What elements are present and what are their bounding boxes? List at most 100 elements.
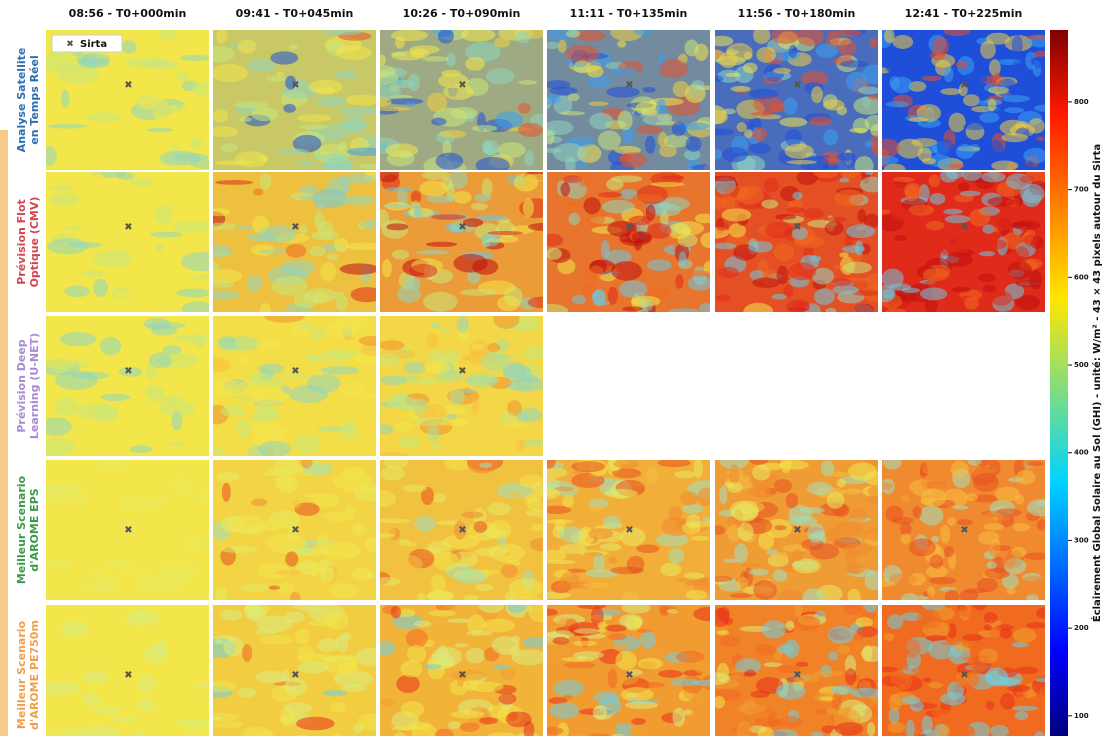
panel-blob	[299, 195, 339, 201]
panel-blob	[392, 250, 409, 260]
panel-blob	[55, 398, 78, 417]
panel-blob	[297, 661, 328, 673]
row-label: en Temps Réel	[28, 55, 41, 145]
panel-blob	[977, 578, 998, 592]
sirta-marker: ✖	[291, 366, 299, 377]
panel-blob	[1020, 226, 1028, 232]
panel-blob	[628, 726, 651, 734]
panel-blob	[345, 95, 380, 106]
panel-blob	[236, 419, 251, 439]
panel-blob	[730, 669, 744, 678]
panel-blob	[190, 137, 202, 149]
panel-blob	[290, 592, 301, 606]
panel-blob	[816, 44, 838, 58]
panel-blob	[241, 583, 268, 592]
panel-blob	[631, 194, 663, 202]
panel-blob	[426, 591, 453, 601]
panel-blob	[475, 547, 509, 556]
panel-blob	[514, 174, 538, 192]
panel-blob	[221, 143, 238, 152]
panel-blob	[968, 457, 982, 466]
panel-blob	[341, 421, 359, 440]
panel-blob	[270, 51, 298, 64]
panel-blob	[460, 289, 496, 296]
panel-blob	[523, 532, 541, 540]
panel-blob	[618, 111, 633, 131]
panel-blob	[242, 644, 252, 662]
panel-blob	[792, 192, 802, 200]
panel-blob	[928, 682, 943, 688]
panel-blob	[833, 30, 863, 37]
panel-blob	[284, 611, 305, 622]
colorbar-tick-label: 100	[1074, 712, 1089, 720]
sirta-marker: ✖	[960, 80, 968, 91]
panel-blob	[423, 292, 458, 312]
panel-blob	[909, 538, 936, 556]
panel-blob	[439, 130, 466, 138]
panel-blob	[901, 593, 919, 605]
panel-blob	[116, 351, 146, 364]
panel-blob	[749, 456, 768, 465]
panel-blob	[487, 343, 500, 353]
panel-blob	[749, 241, 773, 253]
panel-blob	[223, 637, 244, 656]
panel-blob	[566, 45, 599, 63]
panel-blob	[608, 557, 617, 564]
panel-blob	[493, 664, 509, 670]
panel-blob	[978, 531, 1000, 544]
panel-blob	[740, 563, 761, 568]
panel-blob	[546, 248, 562, 260]
panel-blob	[608, 669, 618, 689]
panel-blob	[776, 683, 806, 700]
panel-blob	[86, 175, 109, 190]
panel-blob	[884, 28, 895, 43]
panel-blob	[1024, 234, 1038, 246]
panel-blob	[753, 580, 777, 600]
sirta-marker: ✖	[124, 222, 132, 233]
panel-blob	[522, 637, 548, 648]
panel-blob	[634, 682, 665, 688]
panel-blob	[511, 649, 547, 665]
panel-blob	[49, 186, 75, 191]
panel-blob	[868, 95, 881, 100]
panel-blob	[963, 94, 980, 106]
panel-blob	[309, 246, 326, 256]
panel-blob	[198, 490, 208, 503]
panel-blob	[589, 113, 613, 130]
panel-blob	[544, 80, 570, 89]
panel-blob	[657, 459, 690, 467]
panel-blob	[214, 716, 223, 720]
panel-blob	[434, 552, 459, 571]
panel-blob	[176, 72, 189, 81]
panel-blob	[518, 80, 537, 84]
panel-blob	[785, 144, 814, 159]
panel-blob	[172, 252, 182, 266]
panel-blob	[450, 670, 487, 681]
panel-blob	[75, 403, 118, 419]
panel-blob	[569, 213, 581, 226]
panel-blob	[971, 467, 996, 485]
panel-blob	[960, 41, 979, 50]
panel-blob	[622, 307, 643, 312]
heatmap-panel	[874, 167, 1051, 316]
panel-blob	[92, 250, 132, 268]
panel-blob	[588, 505, 603, 512]
panel-blob	[712, 75, 724, 81]
panel-blob	[944, 26, 971, 36]
panel-blob	[603, 516, 621, 529]
panel-blob	[375, 107, 410, 111]
panel-blob	[920, 695, 943, 703]
panel-blob	[486, 239, 507, 243]
panel-blob	[296, 717, 334, 730]
panel-blob	[956, 607, 975, 617]
panel-blob	[498, 142, 526, 158]
panel-blob	[932, 97, 958, 101]
panel-blob	[309, 80, 343, 95]
panel-blob	[1035, 678, 1052, 683]
panel-blob	[432, 493, 446, 503]
panel-blob	[716, 294, 730, 301]
panel-blob	[475, 584, 494, 591]
panel-blob	[155, 243, 164, 252]
panel-blob	[38, 438, 76, 456]
panel-blob	[553, 143, 586, 162]
